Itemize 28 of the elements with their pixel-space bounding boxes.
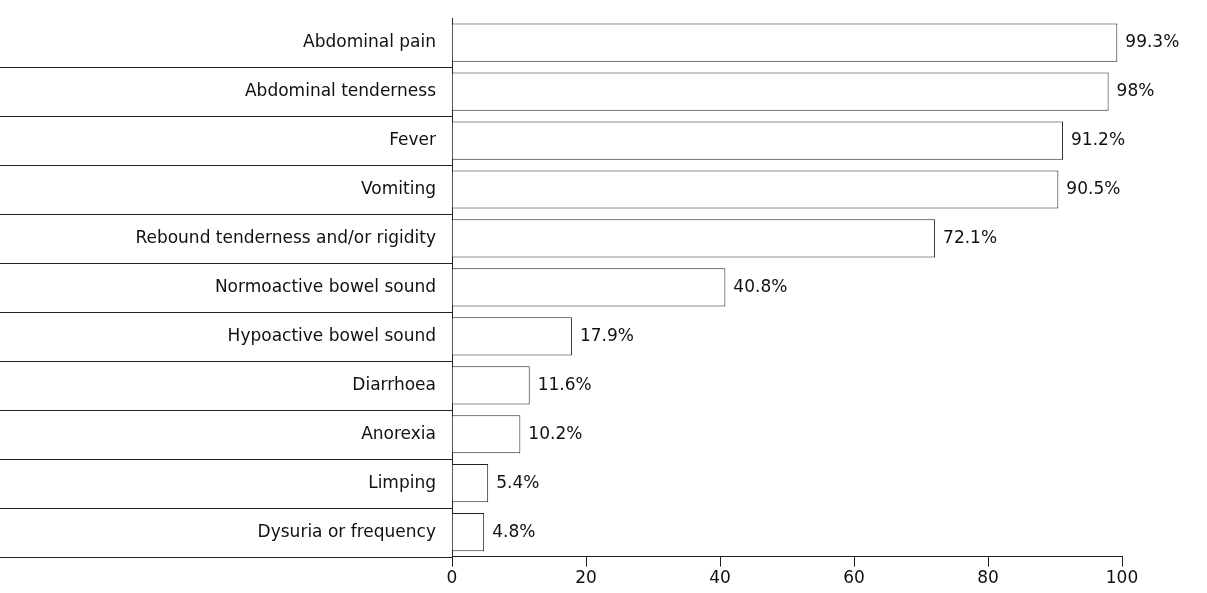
x-tick-label: 40 [709,567,731,588]
data-label: 72.1% [943,226,998,247]
data-label: 11.6% [537,373,592,394]
data-label: 99.3% [1125,31,1180,52]
y-tick-label: Normoactive bowel sound [214,275,436,296]
data-label: 98% [1116,80,1155,101]
data-label: 17.9% [579,324,634,345]
data-label: 91.2% [1071,128,1126,149]
data-label: 4.8% [492,520,536,541]
y-tick-label: Vomiting [361,177,436,198]
y-tick-label: Diarrhoea [352,373,436,394]
y-tick-label: Hypoactive bowel sound [227,324,436,345]
data-label: 90.5% [1066,177,1121,198]
x-tick-label: 80 [977,567,999,588]
y-tick-label: Abdominal tenderness [244,80,437,101]
x-tick-label: 0 [446,567,458,588]
x-tick-label: 20 [575,567,597,588]
x-tick-label: 60 [843,567,865,588]
y-tick-label: Abdominal pain [303,31,436,52]
y-tick-label: Dysuria or frequency [257,520,436,541]
x-tick-label: 100 [1105,567,1139,588]
data-label: 10.2% [528,422,583,443]
data-label: 40.8% [733,275,788,296]
y-tick-label: Fever [389,128,436,149]
y-tick-label: Limping [368,471,436,492]
data-label: 5.4% [496,471,540,492]
y-tick-label: Anorexia [361,422,436,443]
y-tick-label: Rebound tenderness and/or rigidity [135,226,436,247]
